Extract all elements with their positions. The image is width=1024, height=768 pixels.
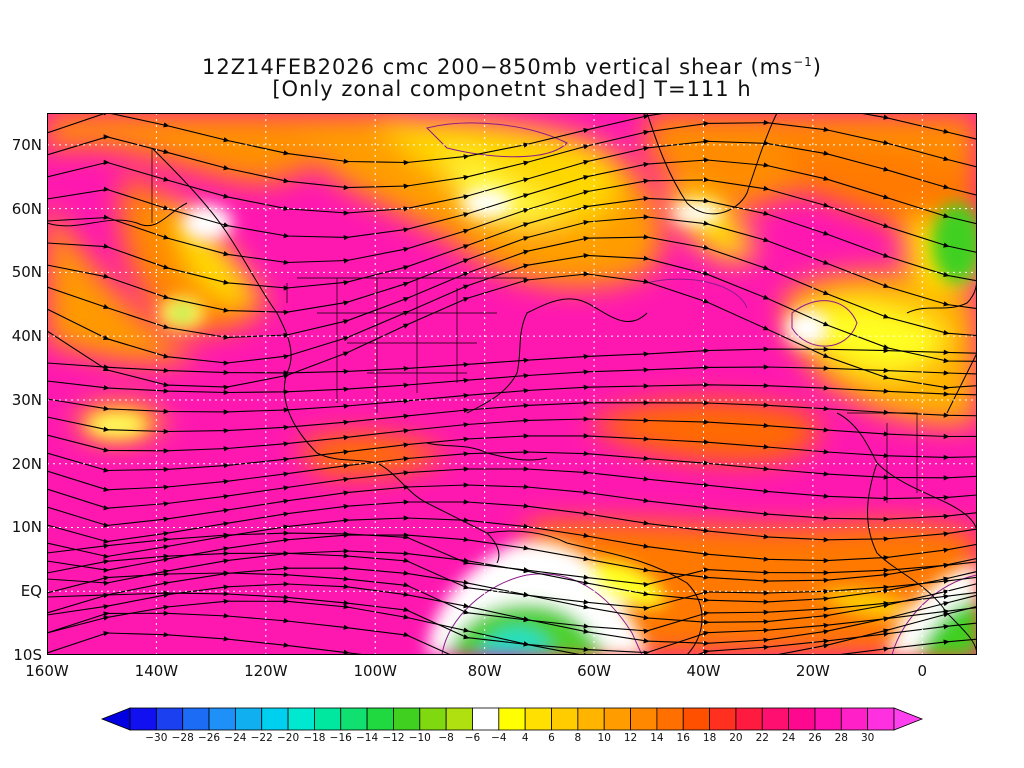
colorbar-swatch <box>524 707 552 731</box>
latitude-label: 70N <box>11 135 42 154</box>
title-unit-exponent: −1 <box>793 55 813 69</box>
colorbar-tick-label: −24 <box>224 732 247 744</box>
title-text-suffix: ) <box>812 55 822 79</box>
colorbar-swatch <box>208 707 236 731</box>
colorbar-tick-label: −20 <box>276 732 300 744</box>
colorbar-swatch <box>472 707 500 731</box>
colorbar-swatch <box>155 707 184 731</box>
colorbar-tick-label: 26 <box>808 732 822 744</box>
colorbar-swatch <box>129 707 157 731</box>
colorbar-swatch <box>182 707 210 731</box>
colorbar-tick-label: −8 <box>438 732 454 744</box>
longitude-label: 120W <box>244 662 288 680</box>
colorbar-tick-label: −30 <box>145 732 168 744</box>
colorbar-tick-label: −6 <box>464 732 481 744</box>
latitude-label: 60N <box>11 199 42 218</box>
lat-lon-grid <box>47 113 977 655</box>
colorbar-tick-label: 18 <box>702 732 717 744</box>
colorbar-swatch <box>630 707 658 731</box>
colorbar-swatch <box>366 707 394 731</box>
colorbar-swatch <box>261 707 289 731</box>
colorbar-swatch <box>234 707 263 731</box>
colorbar-swatch <box>682 707 710 731</box>
longitude-label: 140W <box>134 662 179 680</box>
colorbar-swatch <box>314 707 342 731</box>
latitude-label: 40N <box>11 327 42 346</box>
title-text-prefix: 12Z14FEB2026 cmc 200−850mb vertical shea… <box>202 55 794 79</box>
colorbar-tick-label: −12 <box>382 732 405 744</box>
latitude-label: 30N <box>11 390 42 409</box>
colorbar-tick-label: 24 <box>781 732 796 744</box>
colorbar-tick-label: 12 <box>623 732 638 744</box>
longitude-label: 0 <box>917 662 928 680</box>
colorbar-tick-label: 28 <box>834 732 848 744</box>
colorbar-tick-label: 10 <box>597 732 611 744</box>
map-title-line1: 12Z14FEB2026 cmc 200−850mb vertical shea… <box>0 50 1024 79</box>
colorbar-swatch <box>445 707 473 731</box>
longitude-label: 40W <box>686 662 721 680</box>
latitude-label: 10N <box>11 518 42 537</box>
longitude-label: 80W <box>467 662 502 680</box>
colorbar-swatch <box>577 707 605 731</box>
longitude-label: 20W <box>795 662 830 680</box>
colorbar-swatch <box>761 707 790 731</box>
map-title-line2: [Only zonal componetnt shaded] T=111 h <box>272 77 752 101</box>
colorbar-swatch <box>551 707 579 731</box>
colorbar-tick-label: −22 <box>250 732 273 744</box>
colorbar-tick-label: 8 <box>574 732 582 744</box>
colorbar-tick-label: −10 <box>408 732 431 744</box>
colorbar-swatch <box>498 707 526 731</box>
colorbar-swatch <box>393 707 421 731</box>
colorbar-swatch <box>656 707 684 731</box>
colorbar-tick-label: 14 <box>650 732 664 744</box>
colorbar-high-arrow <box>893 707 924 731</box>
colorbar-tick-label: −14 <box>356 732 379 744</box>
colorbar-tick-label: 22 <box>755 732 769 744</box>
colorbar-tick-label: −16 <box>329 732 352 744</box>
colorbar-swatch <box>287 707 315 731</box>
colorbar-low-arrow <box>100 707 131 731</box>
colorbar-tick-label: 16 <box>676 732 690 744</box>
latitude-label: 50N <box>11 263 42 282</box>
colorbar-tick-label: −18 <box>303 732 326 744</box>
colorbar-swatch <box>603 707 631 731</box>
latitude-label: 10S <box>13 646 42 664</box>
colorbar-swatch <box>788 707 816 731</box>
colorbar-tick-label: −4 <box>491 732 507 744</box>
colorbar-swatch <box>840 707 869 731</box>
longitude-label: 160W <box>25 662 69 680</box>
latitude-label: 20N <box>11 454 42 473</box>
colorbar-swatch <box>340 707 368 731</box>
longitude-label: 100W <box>353 662 397 680</box>
colorbar-tick-label: −26 <box>197 732 221 744</box>
streamline <box>47 630 977 655</box>
colorbar-tick-label: −28 <box>171 732 194 744</box>
colorbar-tick-label: 4 <box>521 732 529 744</box>
colorbar-tick-label: 30 <box>860 732 875 744</box>
colorbar-swatch <box>867 707 895 731</box>
colorbar-swatch <box>814 707 842 731</box>
streamline <box>47 271 977 391</box>
colorbar <box>100 707 924 731</box>
longitude-label: 60W <box>577 662 611 680</box>
colorbar-swatch <box>735 707 763 731</box>
colorbar-swatch <box>419 707 447 731</box>
shear-streamlines <box>47 113 977 655</box>
colorbar-tick-label: 6 <box>548 732 555 744</box>
colorbar-swatch <box>709 707 737 731</box>
colorbar-tick-label: 20 <box>729 732 743 744</box>
latitude-label: EQ <box>20 582 42 601</box>
shear-map-panel <box>47 113 977 655</box>
map-frame <box>47 113 977 655</box>
